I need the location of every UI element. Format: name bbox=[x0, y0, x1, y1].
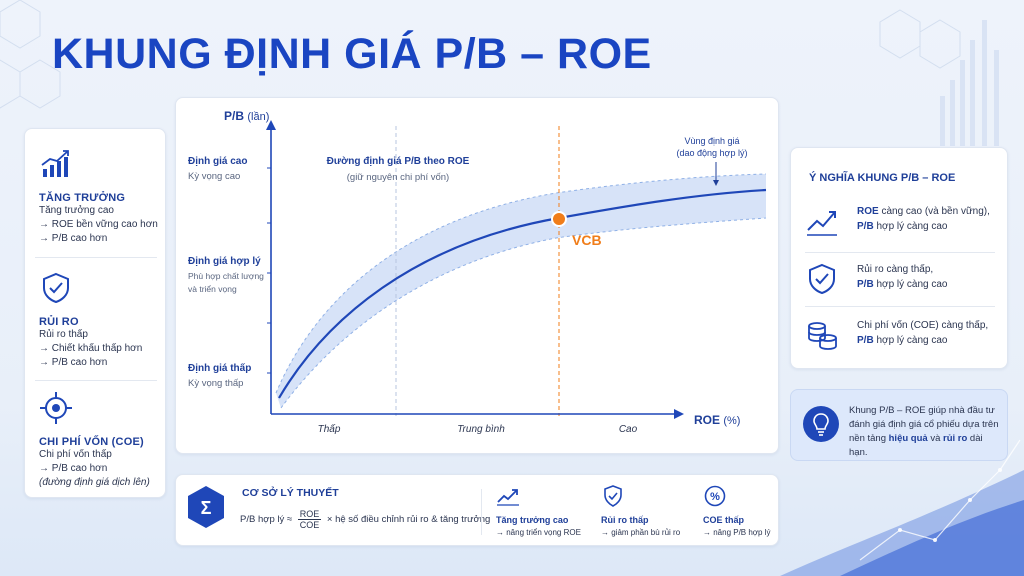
risk-line: → P/B cao hơn bbox=[39, 357, 108, 368]
zone-mid-label: Trung bình bbox=[457, 424, 505, 435]
risk-line: → Chiết khấu thấp hơn bbox=[39, 343, 143, 354]
theory-item-sub: → nâng triển vọng ROE bbox=[496, 528, 581, 537]
coe-line: → P/B cao hơn bbox=[39, 463, 108, 474]
growth-section: TĂNG TRƯỞNG Tăng trưởng cao → ROE bền vữ… bbox=[39, 147, 161, 246]
y-axis-arrow bbox=[266, 120, 276, 130]
level-low-title: Định giá thấp bbox=[188, 362, 251, 374]
theory-item: Rủi ro thấp → giảm phần bù rủi ro bbox=[601, 485, 701, 537]
curve-label: Đường định giá P/B theo ROE bbox=[327, 156, 470, 167]
y-axis-label: P/B (lần) bbox=[224, 109, 269, 123]
growth-line: → ROE bền vững cao hơn bbox=[39, 219, 158, 230]
theory-item: Tăng trưởng cao → nâng triển vọng ROE bbox=[496, 485, 596, 537]
vcb-label: VCB bbox=[572, 232, 602, 248]
meaning-item: ROE càng cao (và bền vững), P/B hợp lý cà… bbox=[805, 200, 1001, 250]
target-icon bbox=[40, 392, 72, 424]
theory-formula: P/B hợp lý ≈ ROE COE × hệ số điều chỉnh r… bbox=[240, 509, 491, 530]
meaning-text: Rủi ro càng thấp, P/B hợp lý càng cao bbox=[857, 264, 948, 290]
trend-up-icon bbox=[497, 489, 519, 506]
valuation-band bbox=[276, 174, 766, 408]
coe-note: (đường định giá dịch lên) bbox=[39, 477, 150, 488]
shield-check-icon bbox=[809, 263, 835, 295]
level-fair-sub: và triển vọng bbox=[188, 284, 237, 294]
theory-heading: CƠ SỞ LÝ THUYẾT bbox=[242, 487, 339, 499]
chart-canvas: P/B (lần) ROE (%) Định giá cao Kỳ vọng c… bbox=[188, 109, 767, 435]
curve-sub: (giữ nguyên chi phí vốn) bbox=[347, 172, 449, 183]
trend-up-icon bbox=[807, 211, 837, 236]
shield-check-icon bbox=[43, 272, 69, 304]
shield-check-icon bbox=[604, 485, 622, 507]
svg-text:%: % bbox=[710, 491, 720, 503]
zone-high-label: Cao bbox=[619, 424, 638, 435]
insight-box: Khung P/B – ROE giúp nhà đầu tư đánh giá… bbox=[790, 389, 1008, 461]
growth-line: Tăng trưởng cao bbox=[39, 205, 114, 216]
meaning-item: Chi phí vốn (COE) càng thấp, P/B hợp lý c… bbox=[805, 314, 1001, 364]
level-fair-title: Định giá hợp lý bbox=[188, 256, 261, 267]
band-label: Vùng định giá bbox=[684, 136, 739, 146]
meaning-text: ROE càng cao (và bền vững), P/B hợp lý cà… bbox=[857, 206, 990, 232]
divider bbox=[481, 489, 482, 535]
growth-heading: TĂNG TRƯỞNG bbox=[39, 192, 126, 204]
band-upper-edge bbox=[275, 173, 767, 394]
lightbulb-icon bbox=[803, 406, 839, 442]
risk-section: RỦI RO Rủi ro thấp → Chiết khấu thấp hơn… bbox=[39, 271, 161, 370]
theory-panel: Σ CƠ SỞ LÝ THUYẾT P/B hợp lý ≈ ROE COE × … bbox=[175, 474, 779, 546]
vcb-point bbox=[551, 211, 567, 227]
level-fair-sub: Phù hợp chất lượng bbox=[188, 271, 264, 281]
divider bbox=[805, 252, 995, 253]
coe-heading: CHI PHÍ VỐN (COE) bbox=[39, 436, 144, 448]
pb-roe-curve bbox=[278, 188, 767, 399]
divider bbox=[805, 306, 995, 307]
divider bbox=[35, 380, 157, 381]
theory-item-sub: → giảm phần bù rủi ro bbox=[601, 528, 681, 537]
pb-roe-chart: P/B (lần) ROE (%) Định giá cao Kỳ vọng c… bbox=[175, 97, 779, 454]
growth-line: → P/B cao hơn bbox=[39, 233, 108, 244]
svg-text:Σ: Σ bbox=[201, 498, 212, 518]
zone-low-label: Thấp bbox=[318, 423, 341, 435]
factor-panel: TĂNG TRƯỞNG Tăng trưởng cao → ROE bền vữ… bbox=[24, 128, 166, 498]
meaning-text: Chi phí vốn (COE) càng thấp, P/B hợp lý c… bbox=[857, 320, 989, 346]
meaning-heading: Ý NGHĨA KHUNG P/B – ROE bbox=[809, 172, 956, 184]
coe-section: CHI PHÍ VỐN (COE) Chi phí vốn thấp → P/B… bbox=[39, 391, 161, 490]
insight-text: Khung P/B – ROE giúp nhà đầu tư đánh giá… bbox=[849, 405, 999, 458]
theory-item-title: COE thấp bbox=[703, 515, 745, 525]
page-title: KHUNG ĐỊNH GIÁ P/B – ROE bbox=[52, 30, 652, 78]
coe-line: Chi phí vốn thấp bbox=[39, 449, 112, 460]
growth-chart-icon bbox=[41, 150, 69, 177]
meaning-item: Rủi ro càng thấp, P/B hợp lý càng cao bbox=[805, 258, 1001, 308]
theory-item: % COE thấp → nâng P/B hợp lý bbox=[703, 485, 803, 537]
theory-item-title: Rủi ro thấp bbox=[601, 515, 649, 525]
x-axis-arrow bbox=[674, 409, 684, 419]
sigma-icon: Σ bbox=[188, 486, 224, 528]
level-low-sub: Kỳ vọng thấp bbox=[188, 378, 243, 389]
meaning-panel: Ý NGHĨA KHUNG P/B – ROE ROE càng cao (và… bbox=[790, 147, 1008, 369]
x-axis-label: ROE (%) bbox=[694, 413, 740, 427]
risk-heading: RỦI RO bbox=[39, 316, 79, 328]
divider bbox=[35, 257, 157, 258]
level-high-title: Định giá cao bbox=[188, 156, 247, 167]
band-pointer-arrow bbox=[713, 180, 719, 186]
level-high-sub: Kỳ vọng cao bbox=[188, 171, 240, 182]
band-sub: (dao động hợp lý) bbox=[677, 148, 748, 158]
theory-item-sub: → nâng P/B hợp lý bbox=[703, 528, 771, 537]
risk-line: Rủi ro thấp bbox=[39, 329, 88, 340]
coins-icon bbox=[808, 322, 837, 350]
theory-item-title: Tăng trưởng cao bbox=[496, 515, 569, 525]
percent-icon: % bbox=[704, 485, 726, 507]
